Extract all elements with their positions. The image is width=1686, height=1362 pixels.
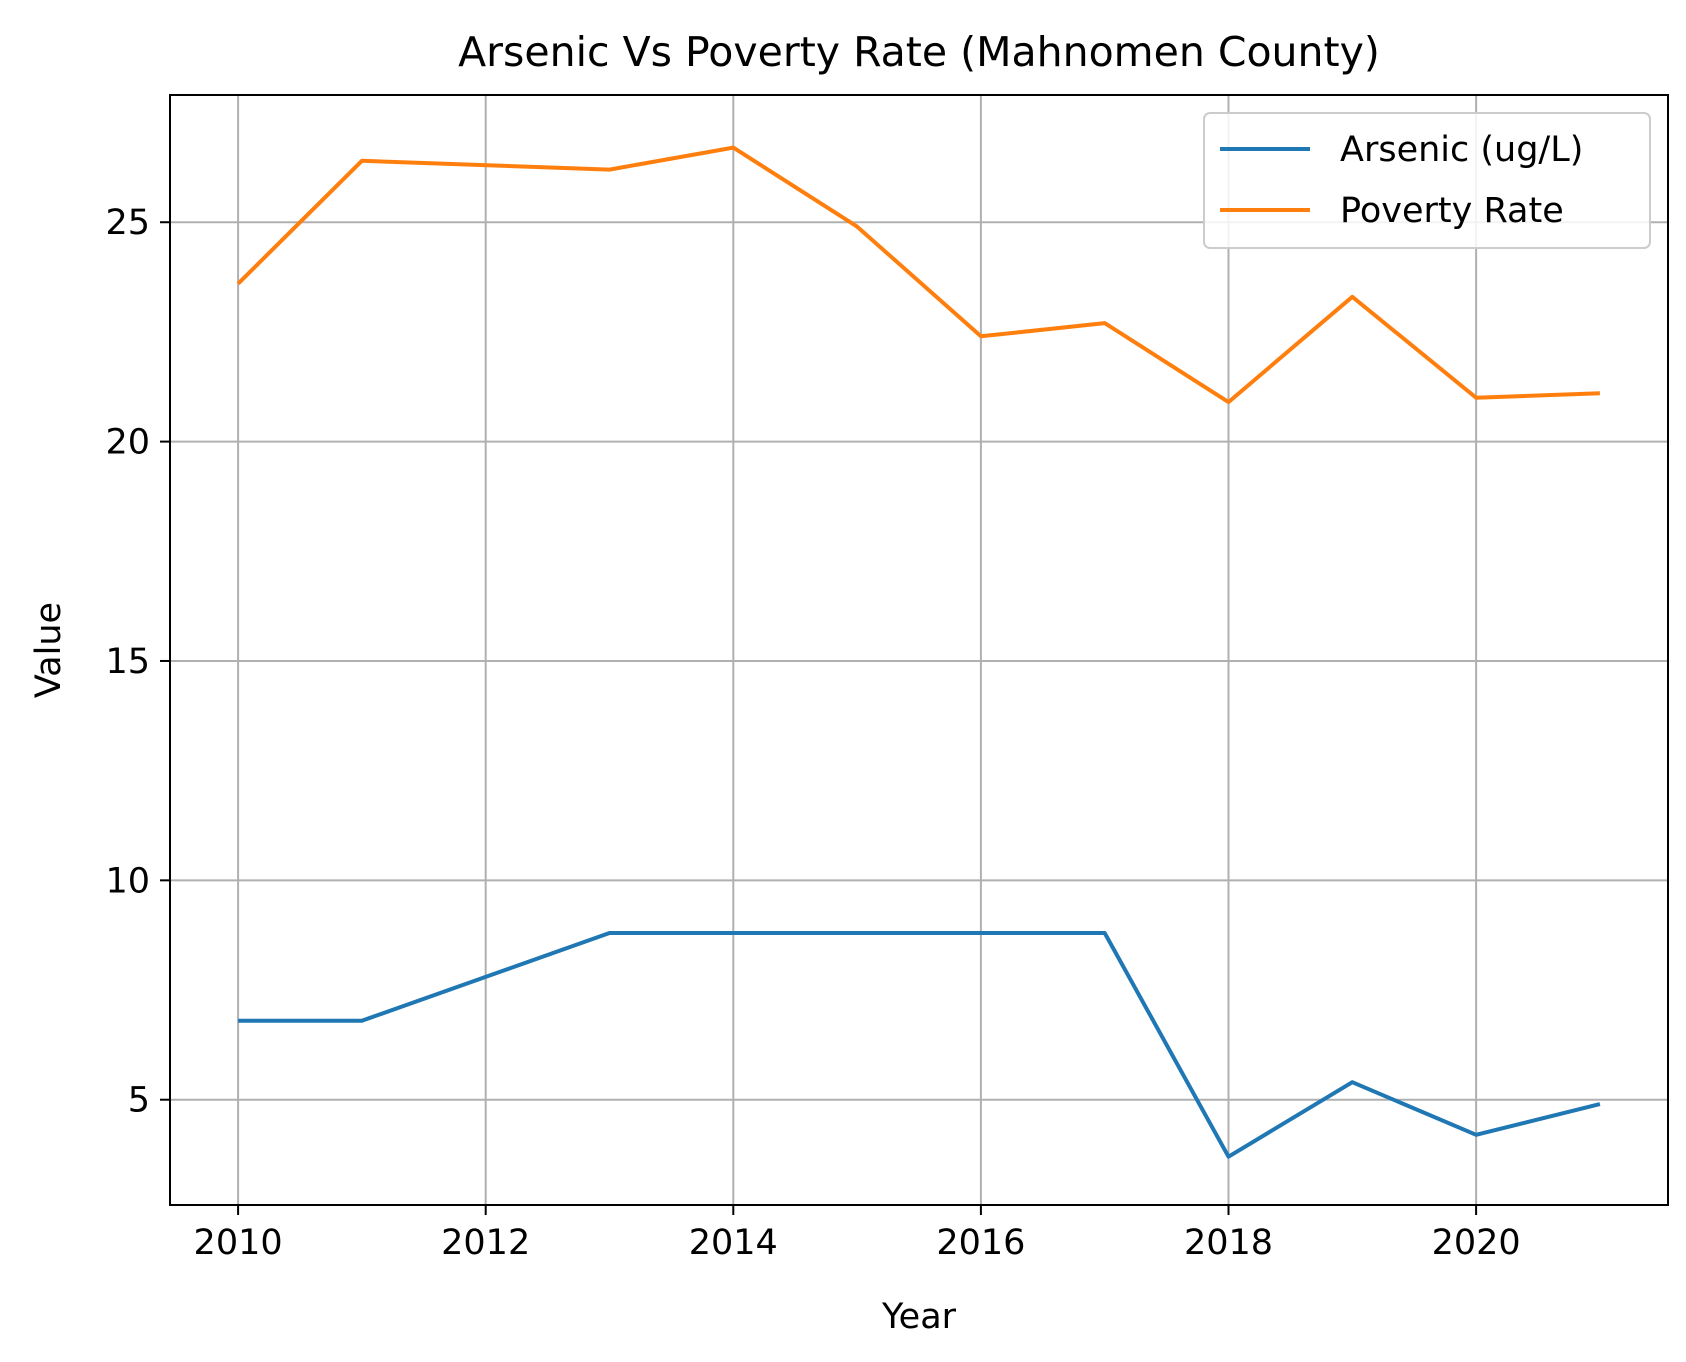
series-lines — [236, 145, 1601, 1159]
x-tick-label: 2010 — [194, 1223, 283, 1263]
legend-box — [1203, 112, 1651, 249]
x-tick-label: 2012 — [441, 1223, 530, 1263]
x-tick-label: 2014 — [689, 1223, 778, 1263]
x-tick-label: 2016 — [936, 1223, 1025, 1263]
y-tick-label: 5 — [128, 1081, 150, 1121]
series-line-poverty-rate — [236, 145, 1600, 405]
x-tick-label: 2020 — [1432, 1223, 1521, 1263]
y-tick-label: 25 — [105, 203, 150, 243]
plot-frame — [169, 94, 1669, 1206]
legend-label-poverty-rate: Poverty Rate — [1340, 191, 1564, 231]
y-tick-label: 20 — [105, 423, 150, 463]
y-tick-label: 15 — [105, 642, 150, 682]
y-axis-label: Value — [29, 602, 69, 698]
chart-title: Arsenic Vs Poverty Rate (Mahnomen County… — [458, 28, 1380, 76]
series-line-arsenic-ug-l — [238, 931, 1601, 1159]
x-axis-label: Year — [881, 1297, 957, 1337]
x-tick-label: 2018 — [1184, 1223, 1273, 1263]
legend-label-arsenic: Arsenic (ug/L) — [1340, 130, 1583, 170]
legend: Arsenic (ug/L) Poverty Rate — [1203, 112, 1651, 249]
y-tick-label: 10 — [105, 861, 150, 901]
axis-ticks: 2010 2012 2014 2016 2018 2020 5 10 15 20 25 — [105, 203, 1520, 1263]
